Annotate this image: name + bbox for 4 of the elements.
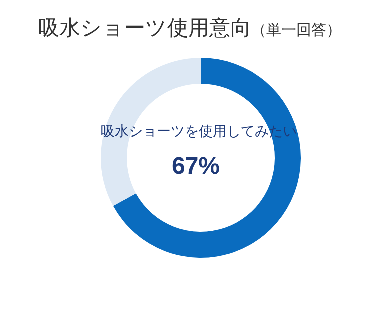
data-label: 67% (170, 153, 222, 181)
chart-title: 吸水ショーツ使用意向 (38, 17, 252, 40)
slice-label: 吸水ショーツを使用してみたい (101, 123, 297, 141)
chart-subtitle: （単一回答） (252, 22, 342, 39)
